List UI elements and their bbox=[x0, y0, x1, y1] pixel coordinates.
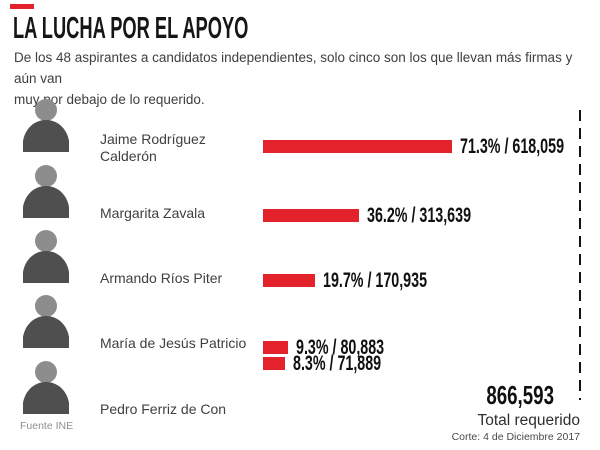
support-bar bbox=[263, 140, 452, 153]
support-bar bbox=[263, 209, 359, 222]
bar-line: 19.7% / 170,935 bbox=[263, 269, 476, 292]
candidate-portrait-photo bbox=[20, 291, 72, 348]
support-value: 71.3% / 618,059 bbox=[460, 134, 565, 158]
support-value: 9.3% / 80,883 bbox=[296, 335, 385, 359]
candidate-row: Pedro Ferriz de Con 8.3% / 71,889 bbox=[0, 352, 600, 425]
candidate-row: Armando Ríos Piter 19.7% / 170,935 bbox=[0, 226, 600, 294]
support-bar bbox=[263, 357, 285, 370]
red-accent-dash bbox=[10, 4, 34, 9]
support-value: 36.2% / 313,639 bbox=[367, 203, 472, 227]
cutoff-date: Corte: 4 de Diciembre 2017 bbox=[451, 431, 580, 443]
candidate-name: Pedro Ferriz de Con bbox=[100, 401, 227, 418]
bar-line: 71.3% / 618,059 bbox=[263, 135, 600, 158]
page-title: LA LUCHA POR EL APOYO bbox=[13, 10, 249, 45]
support-value: 19.7% / 170,935 bbox=[323, 268, 428, 292]
bar-line: 36.2% / 313,639 bbox=[263, 204, 520, 227]
total-required-value: 866,593 bbox=[486, 380, 554, 410]
total-required-label: Total requerido bbox=[477, 412, 580, 429]
candidate-name: Margarita Zavala bbox=[100, 205, 206, 222]
candidate-name: Jaime Rodríguez Calderón bbox=[100, 130, 206, 165]
candidate-row: Margarita Zavala 36.2% / 313,639 bbox=[0, 161, 600, 229]
candidate-name: Armando Ríos Piter bbox=[100, 270, 223, 287]
person-silhouette-icon bbox=[23, 99, 69, 152]
candidate-portrait-photo bbox=[20, 95, 72, 152]
person-silhouette-icon bbox=[23, 165, 69, 218]
person-silhouette-icon bbox=[23, 295, 69, 348]
support-bar bbox=[263, 341, 288, 354]
person-silhouette-icon bbox=[23, 361, 69, 414]
bar-line: 9.3% / 80,883 bbox=[263, 336, 426, 359]
candidate-portrait-photo bbox=[20, 357, 72, 414]
total-required-block: 866,593 Total requerido Corte: 4 de Dici… bbox=[360, 380, 580, 443]
total-required-dashed-line bbox=[579, 110, 581, 400]
support-value: 8.3% / 71,889 bbox=[293, 351, 382, 375]
candidate-portrait-photo bbox=[20, 161, 72, 218]
candidate-row: Jaime Rodríguez Calderón 71.3% / 618,059 bbox=[0, 95, 600, 164]
source-label: Fuente INE bbox=[20, 420, 74, 432]
person-silhouette-icon bbox=[23, 230, 69, 283]
candidate-portrait-photo bbox=[20, 226, 72, 283]
subtitle: De los 48 aspirantes a candidatos indepe… bbox=[14, 50, 573, 107]
support-bar bbox=[263, 274, 315, 287]
candidate-row: María de Jesús Patricio 9.3% / 80,883 bbox=[0, 291, 600, 359]
bar-line: 8.3% / 71,889 bbox=[263, 352, 423, 375]
candidate-name: María de Jesús Patricio bbox=[100, 335, 247, 352]
